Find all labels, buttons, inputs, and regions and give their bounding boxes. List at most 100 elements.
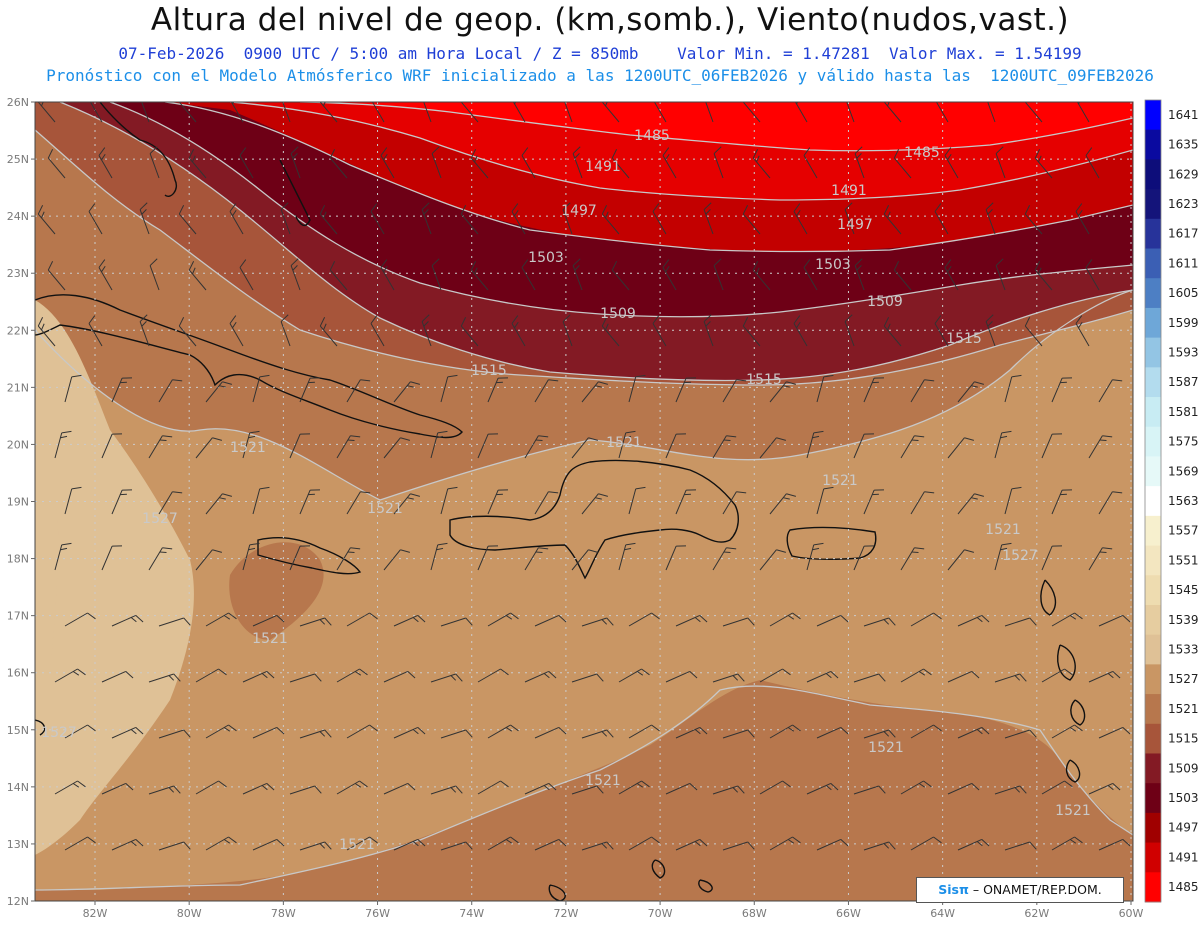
wind-barb [1004, 617, 1037, 627]
map-subtitle-model-run: Pronóstico con el Modelo Atmósferico WRF… [46, 66, 1154, 85]
wind-barb [1075, 315, 1090, 347]
wind-barb [280, 102, 291, 123]
coastline-segment-6 [1040, 579, 1057, 616]
geopotential-shading [35, 102, 1133, 901]
wind-barb [1051, 836, 1083, 851]
lat-lon-grid [35, 102, 1133, 901]
wind-barb [430, 430, 448, 459]
wind-barb [1041, 668, 1073, 683]
latitude-label: 24N [7, 210, 29, 223]
colorbar-swatch [1145, 189, 1161, 220]
wind-barb [759, 668, 791, 683]
wind-barb [178, 317, 197, 347]
colorbar-label: 1569 [1168, 464, 1199, 478]
contour-line-1 [59, 102, 1133, 382]
colorbar-swatch [1145, 456, 1161, 487]
wind-barb [101, 670, 134, 683]
wind-barb [759, 780, 791, 795]
latitude-label: 18N [7, 553, 29, 566]
wind-barb [242, 670, 275, 683]
wind-barb [759, 437, 787, 459]
wind-barb [618, 430, 636, 459]
coastline-segment-12 [548, 884, 566, 901]
wind-barb [628, 724, 660, 739]
wind-barb [863, 617, 896, 627]
wind-barb [393, 493, 421, 515]
wind-barb [703, 102, 714, 123]
wind-barb [158, 617, 191, 627]
shade-band-1485-11 [300, 102, 1133, 151]
wind-barb [431, 146, 442, 179]
wind-barb [601, 317, 620, 347]
wind-barb [1098, 379, 1123, 403]
wind-barb [1034, 261, 1053, 291]
wind-barb [853, 433, 875, 459]
wind-barb [460, 317, 479, 347]
wind-barb [534, 614, 567, 627]
wind-barb [383, 670, 416, 683]
colorbar-swatch [1145, 634, 1161, 665]
wind-barb [957, 838, 990, 851]
wind-barb [440, 841, 473, 851]
wind-barb [1051, 489, 1073, 515]
wind-barb [289, 785, 322, 795]
wind-barb [54, 542, 72, 571]
wind-barb [665, 670, 698, 683]
colorbar-label: 1611 [1168, 256, 1199, 270]
wind-barb [572, 258, 583, 291]
wind-barb [336, 547, 361, 571]
wind-barb [229, 203, 244, 235]
wind-barb [562, 102, 573, 123]
wind-barb [205, 724, 237, 739]
wind-barb [64, 486, 82, 515]
wind-barb [618, 542, 636, 571]
wind-barb [742, 317, 761, 347]
wind-barb [628, 486, 646, 515]
wind-barb [1085, 147, 1100, 179]
colorbar-swatch [1145, 694, 1161, 725]
colorbar-swatch [1145, 604, 1161, 636]
map-title: Altura del nivel de geop. (km,somb.), Vi… [150, 2, 1070, 38]
wind-barb [280, 314, 291, 347]
wind-barb [581, 729, 614, 739]
wind-barb [571, 673, 604, 683]
wind-barb [487, 377, 509, 403]
latitude-label: 12N [7, 895, 29, 908]
wind-barb [628, 836, 660, 851]
wind-barb [900, 668, 932, 683]
wind-barb [618, 668, 650, 683]
colorbar-swatch [1145, 515, 1161, 547]
longitude-label: 60W [1119, 907, 1144, 920]
colorbar-swatch [1145, 218, 1161, 250]
latitude-label: 15N [7, 724, 29, 737]
wind-barb [947, 782, 980, 795]
wind-barb [329, 149, 348, 179]
wind-barb [985, 314, 996, 347]
wind-barb [242, 542, 260, 571]
wind-barb [139, 314, 150, 347]
colorbar-label: 1521 [1168, 702, 1199, 716]
longitude-label: 66W [836, 907, 861, 920]
colorbar-label: 1551 [1168, 553, 1199, 567]
longitude-label: 68W [742, 907, 767, 920]
coastline-segment-0 [99, 102, 177, 197]
wind-barb [863, 377, 885, 403]
wind-barb [675, 614, 708, 627]
wind-barb [289, 545, 311, 571]
coastline-segment-11 [698, 879, 713, 893]
colorbar-swatch [1145, 397, 1161, 428]
wind-barb [188, 261, 207, 291]
latitude-label: 19N [7, 496, 29, 509]
wind-barb [1088, 670, 1121, 683]
wind-barb [1004, 374, 1022, 403]
wind-barb [440, 486, 458, 515]
colorbar-label: 1593 [1168, 345, 1199, 359]
longitude-label: 64W [930, 907, 955, 920]
wind-barb [581, 617, 614, 627]
wind-barb [252, 374, 270, 403]
wind-barb [742, 205, 761, 235]
wind-barb [148, 547, 173, 571]
map-plot-area: 1485 1485 1491 1491 1497 1497 1503 1503 1509 1509… [35, 102, 1133, 901]
contour-value-label: 1521 [1055, 803, 1091, 819]
shade-band-1527-1 [35, 290, 1133, 890]
